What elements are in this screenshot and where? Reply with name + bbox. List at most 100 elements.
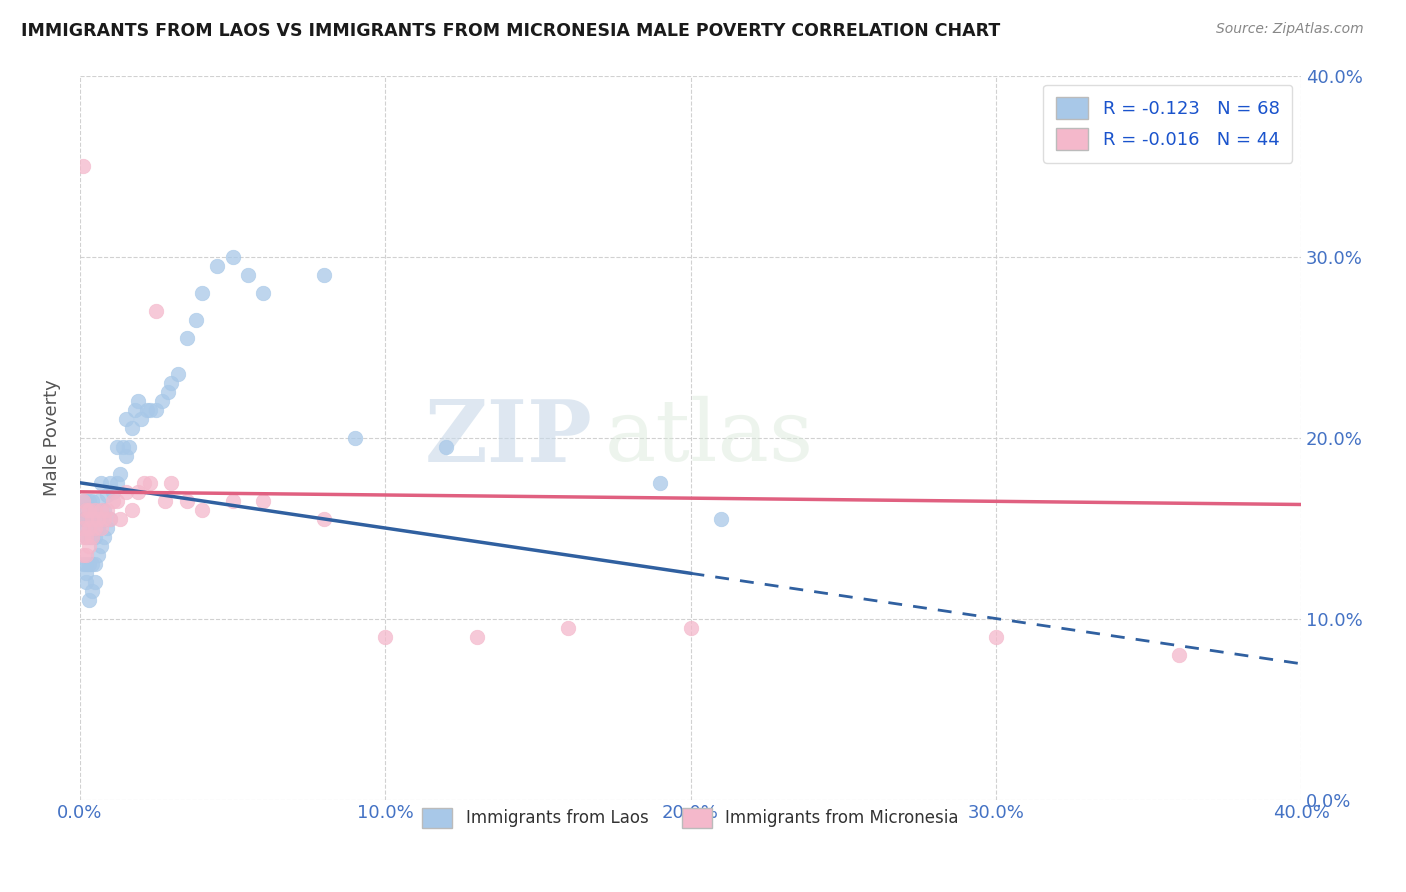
Text: ZIP: ZIP [425, 395, 593, 480]
Point [80, 512, 103, 526]
Point [80, 530, 103, 544]
Point [139, 475, 162, 490]
Point [80, 512, 103, 526]
Point [72, 159, 94, 173]
Point [75, 566, 97, 581]
Point [90, 475, 112, 490]
Point [176, 494, 198, 508]
Point [127, 484, 149, 499]
Point [84, 530, 107, 544]
Point [221, 494, 243, 508]
Point [434, 440, 457, 454]
Point [90, 539, 112, 553]
Point [191, 503, 214, 517]
Point [124, 403, 146, 417]
Point [90, 521, 112, 535]
Point [84, 503, 107, 517]
Point [374, 630, 396, 644]
Point [314, 512, 336, 526]
Point [121, 503, 143, 517]
Point [87, 521, 110, 535]
Point [72, 521, 94, 535]
Point [87, 512, 110, 526]
Point [75, 530, 97, 544]
Point [648, 475, 671, 490]
Point [136, 403, 159, 417]
Point [103, 494, 125, 508]
Point [127, 394, 149, 409]
Point [96, 488, 118, 502]
Point [191, 285, 214, 300]
Point [984, 630, 1007, 644]
Point [75, 494, 97, 508]
Point [114, 484, 136, 499]
Point [77, 593, 100, 607]
Point [87, 494, 110, 508]
Point [118, 440, 141, 454]
Point [77, 521, 100, 535]
Point [132, 475, 155, 490]
Point [236, 268, 259, 282]
Point [207, 259, 229, 273]
Legend: Immigrants from Laos, Immigrants from Micronesia: Immigrants from Laos, Immigrants from Mi… [416, 801, 966, 835]
Point [103, 484, 125, 499]
Point [72, 521, 94, 535]
Point [111, 440, 134, 454]
Point [84, 575, 107, 590]
Point [72, 494, 94, 508]
Point [160, 475, 183, 490]
Point [105, 494, 128, 508]
Point [87, 548, 110, 562]
Point [72, 512, 94, 526]
Point [557, 621, 579, 635]
Point [100, 475, 122, 490]
Point [160, 376, 183, 391]
Point [75, 548, 97, 562]
Point [121, 421, 143, 435]
Point [157, 385, 180, 400]
Point [679, 621, 702, 635]
Point [139, 403, 162, 417]
Point [80, 584, 103, 599]
Point [80, 530, 103, 544]
Y-axis label: Male Poverty: Male Poverty [44, 379, 60, 496]
Point [96, 521, 118, 535]
Point [80, 494, 103, 508]
Point [77, 530, 100, 544]
Point [75, 530, 97, 544]
Point [314, 268, 336, 282]
Point [75, 558, 97, 572]
Point [90, 512, 112, 526]
Point [100, 512, 122, 526]
Point [176, 331, 198, 345]
Point [166, 367, 188, 381]
Point [1168, 648, 1191, 662]
Point [77, 503, 100, 517]
Point [84, 521, 107, 535]
Point [129, 412, 152, 426]
Point [77, 494, 100, 508]
Point [155, 494, 177, 508]
Point [93, 530, 115, 544]
Point [80, 558, 103, 572]
Point [145, 303, 167, 318]
Point [72, 558, 94, 572]
Point [465, 630, 488, 644]
Point [75, 512, 97, 526]
Point [100, 512, 122, 526]
Point [77, 512, 100, 526]
Point [72, 548, 94, 562]
Point [75, 575, 97, 590]
Point [145, 403, 167, 417]
Point [150, 394, 173, 409]
Point [90, 503, 112, 517]
Point [77, 558, 100, 572]
Point [72, 494, 94, 508]
Point [252, 494, 274, 508]
Point [72, 530, 94, 544]
Point [96, 503, 118, 517]
Point [75, 503, 97, 517]
Point [72, 503, 94, 517]
Text: atlas: atlas [605, 396, 814, 479]
Point [84, 558, 107, 572]
